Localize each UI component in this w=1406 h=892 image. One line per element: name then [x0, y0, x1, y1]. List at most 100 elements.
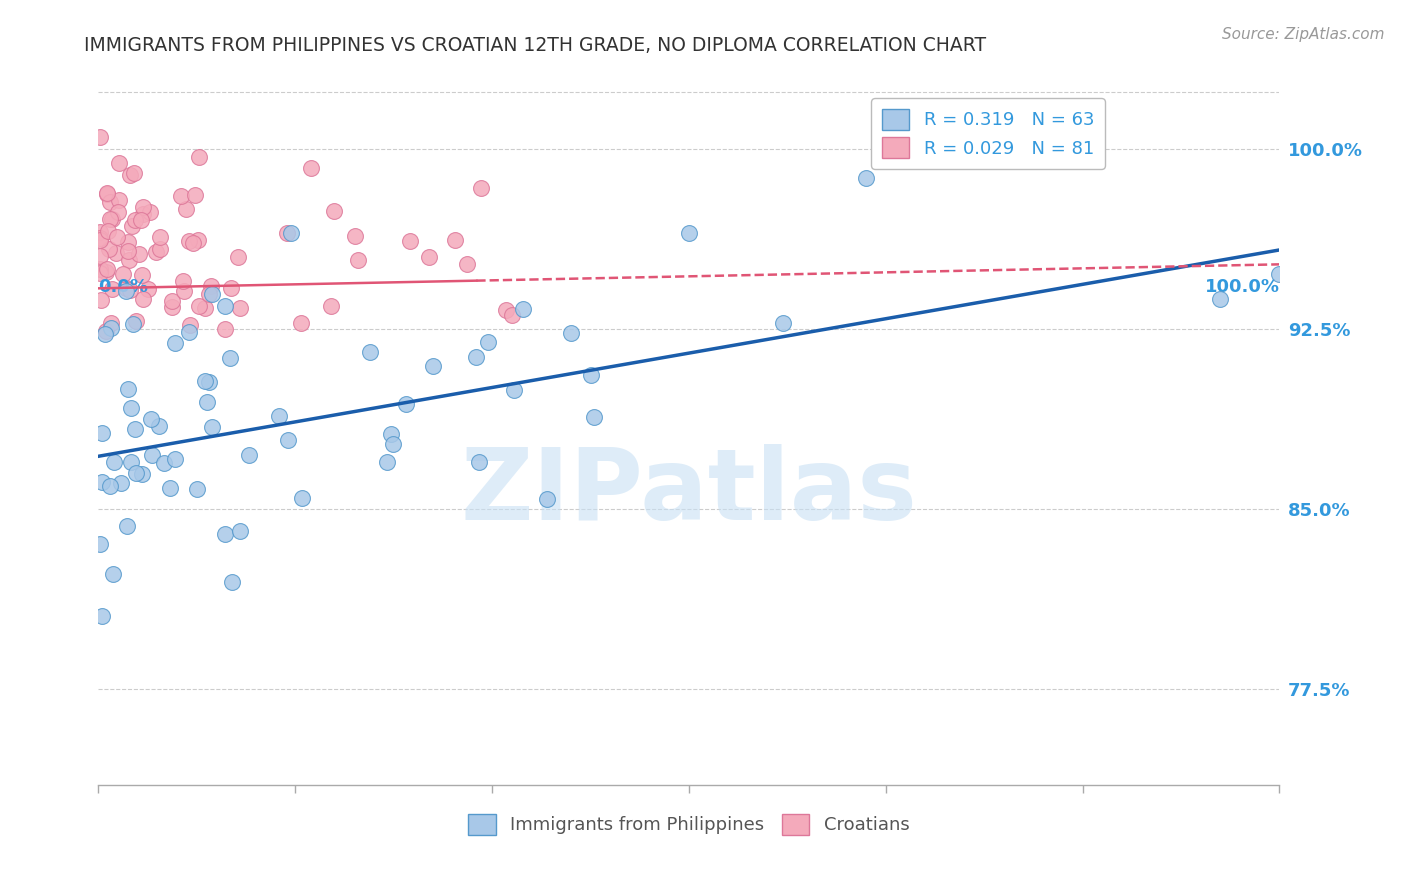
Point	[267, 409, 290, 424]
Point	[141, 448, 163, 462]
Point	[772, 317, 794, 331]
Point	[477, 335, 499, 350]
Point	[108, 156, 131, 170]
Point	[105, 246, 128, 260]
Point	[181, 235, 204, 250]
Point	[470, 181, 492, 195]
Point	[343, 228, 366, 243]
Point	[110, 476, 132, 491]
Point	[560, 326, 582, 340]
Point	[501, 308, 523, 322]
Point	[89, 233, 111, 247]
Point	[90, 608, 112, 623]
Point	[195, 395, 218, 409]
Point	[100, 316, 122, 330]
Point	[176, 202, 198, 217]
Point	[219, 281, 242, 295]
Point	[128, 246, 150, 260]
Point	[170, 189, 193, 203]
Point	[100, 321, 122, 335]
Point	[129, 213, 152, 227]
Point	[96, 186, 118, 201]
Point	[229, 301, 252, 315]
Point	[177, 234, 200, 248]
Point	[132, 292, 155, 306]
Point	[321, 299, 343, 313]
Point	[96, 261, 118, 276]
Point	[291, 491, 314, 506]
Point	[678, 227, 700, 241]
Point	[579, 368, 602, 382]
Point	[89, 130, 111, 145]
Point	[120, 455, 142, 469]
Point	[468, 455, 491, 469]
Point	[124, 422, 146, 436]
Point	[118, 284, 141, 298]
Point	[122, 317, 145, 331]
Point	[502, 383, 524, 397]
Point	[115, 281, 138, 295]
Point	[238, 448, 260, 462]
Point	[465, 351, 488, 365]
Text: IMMIGRANTS FROM PHILIPPINES VS CROATIAN 12TH GRADE, NO DIPLOMA CORRELATION CHART: IMMIGRANTS FROM PHILIPPINES VS CROATIAN …	[84, 36, 987, 54]
Point	[98, 479, 121, 493]
Point	[96, 187, 118, 202]
Point	[145, 245, 167, 260]
Point	[165, 335, 187, 350]
Point	[114, 284, 136, 298]
Point	[131, 467, 153, 481]
Point	[1209, 292, 1232, 306]
Point	[347, 253, 370, 268]
Point	[495, 302, 517, 317]
Point	[148, 242, 170, 256]
Point	[100, 211, 122, 226]
Point	[139, 412, 162, 426]
Point	[118, 168, 141, 182]
Point	[120, 401, 142, 416]
Point	[98, 212, 121, 227]
Point	[91, 425, 114, 440]
Point	[201, 286, 224, 301]
Text: ZIPatlas: ZIPatlas	[461, 444, 917, 541]
Point	[280, 226, 302, 240]
Point	[107, 205, 129, 219]
Point	[418, 251, 440, 265]
Point	[117, 244, 139, 259]
Point	[194, 375, 217, 389]
Point	[359, 345, 381, 359]
Point	[97, 243, 120, 257]
Point	[277, 433, 299, 447]
Point	[398, 234, 420, 248]
Point	[132, 207, 155, 221]
Point	[163, 452, 186, 467]
Point	[323, 203, 346, 218]
Point	[197, 375, 219, 389]
Point	[103, 567, 125, 582]
Point	[214, 527, 236, 541]
Point	[103, 455, 125, 469]
Point	[172, 274, 194, 288]
Point	[200, 279, 222, 293]
Point	[112, 267, 135, 281]
Point	[162, 293, 184, 308]
Point	[108, 193, 131, 207]
Point	[94, 327, 117, 342]
Point	[121, 219, 143, 233]
Point	[91, 475, 114, 489]
Point	[214, 321, 236, 335]
Point	[583, 410, 606, 425]
Point	[381, 437, 404, 451]
Point	[89, 226, 111, 240]
Point	[422, 359, 444, 374]
Point	[179, 318, 201, 332]
Legend: Immigrants from Philippines, Croatians: Immigrants from Philippines, Croatians	[457, 803, 921, 846]
Point	[214, 299, 236, 313]
Point	[179, 325, 201, 339]
Point	[105, 230, 128, 244]
Point	[536, 491, 558, 506]
Point	[194, 301, 217, 316]
Point	[125, 467, 148, 481]
Point	[159, 481, 181, 495]
Text: Source: ZipAtlas.com: Source: ZipAtlas.com	[1222, 27, 1385, 42]
Point	[118, 252, 141, 267]
